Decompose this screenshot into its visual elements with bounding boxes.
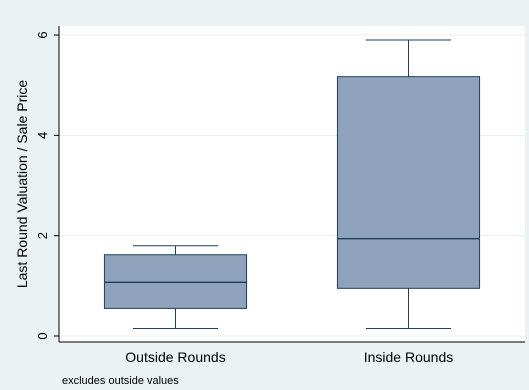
iqr-box [336,76,481,289]
axes: 0 2 4 6 Outside Rounds Inside Rounds [35,26,525,365]
box-group [336,39,481,329]
box-group [103,245,248,329]
iqr-box [103,254,248,309]
boxes [103,39,481,329]
y-tick-label: 6 [35,31,50,38]
y-tick-label: 4 [35,132,50,139]
y-axis-title: Last Round Valuation / Sale Price [14,80,30,289]
chart-note: excludes outside values [62,375,179,387]
x-category-label: Inside Rounds [364,349,454,365]
x-category-label: Outside Rounds [125,349,225,365]
y-tick-label: 0 [35,332,50,339]
y-tick-label: 2 [35,232,50,239]
